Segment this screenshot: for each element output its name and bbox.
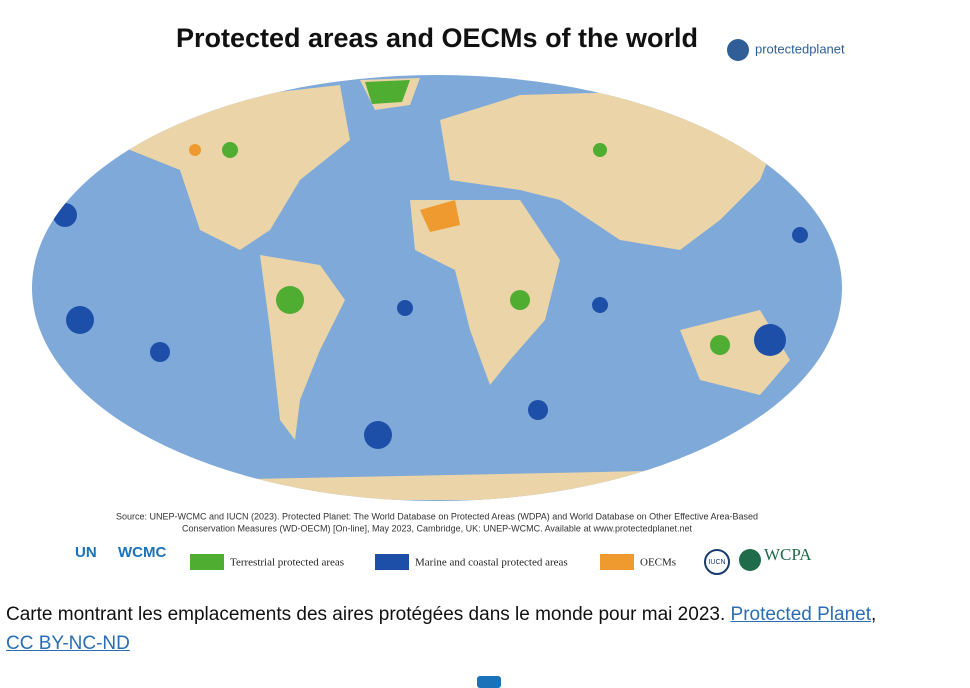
oecm-area — [420, 200, 460, 232]
marine-area — [150, 342, 170, 362]
terrestrial-area — [510, 290, 530, 310]
wcpa-globe — [739, 549, 761, 571]
marine-area — [754, 324, 786, 356]
marine-area — [528, 400, 548, 420]
oecm-area — [189, 144, 201, 156]
source-line: Conservation Measures (WD-OECM) [On-line… — [182, 523, 693, 533]
legend-swatch — [600, 554, 634, 570]
legend-swatch — [190, 554, 224, 570]
iucn-text: IUCN — [708, 559, 725, 566]
source-line: Source: UNEP-WCMC and IUCN (2023). Prote… — [116, 511, 758, 521]
wcpa-text: WCPA — [764, 545, 812, 564]
north-america — [120, 85, 350, 250]
logo-text: protectedplanet — [755, 41, 845, 56]
marine-area — [53, 203, 77, 227]
terrestrial-area — [365, 80, 410, 104]
caption-text: Carte montrant les emplacements des aire… — [6, 604, 731, 625]
map-title: Protected areas and OECMs of the world — [176, 23, 698, 53]
marine-area — [592, 297, 608, 313]
terrestrial-area — [276, 286, 304, 314]
marine-area — [792, 227, 808, 243]
legend-label: Marine and coastal protected areas — [415, 557, 568, 569]
africa — [410, 200, 560, 385]
eurasia — [440, 90, 780, 250]
terrestrial-area — [710, 335, 730, 355]
scroll-button[interactable] — [477, 676, 501, 688]
caption-separator: , — [871, 604, 877, 625]
link[interactable]: Protected Planet — [730, 604, 871, 625]
iucn-logo — [704, 549, 730, 575]
legend-swatch — [375, 554, 409, 570]
un-logo: UN — [75, 544, 97, 561]
legend: Terrestrial protected areas Marine and co… — [190, 554, 676, 570]
marine-area — [66, 306, 94, 334]
legend-label: Terrestrial protected areas — [230, 557, 344, 569]
protected-areas — [53, 80, 808, 449]
legend-label: OECMs — [640, 557, 676, 569]
link[interactable]: CC BY-NC-ND — [6, 633, 130, 654]
wcmc-logo: WCMC — [118, 544, 166, 561]
marine-area — [364, 421, 392, 449]
caption: Carte montrant les emplacements des aire… — [6, 600, 966, 658]
terrestrial-area — [593, 143, 607, 157]
logo-globe — [727, 39, 749, 61]
figure: Protected areas and OECMs of the world p… — [32, 23, 845, 575]
terrestrial-area — [222, 142, 238, 158]
marine-area — [397, 300, 413, 316]
